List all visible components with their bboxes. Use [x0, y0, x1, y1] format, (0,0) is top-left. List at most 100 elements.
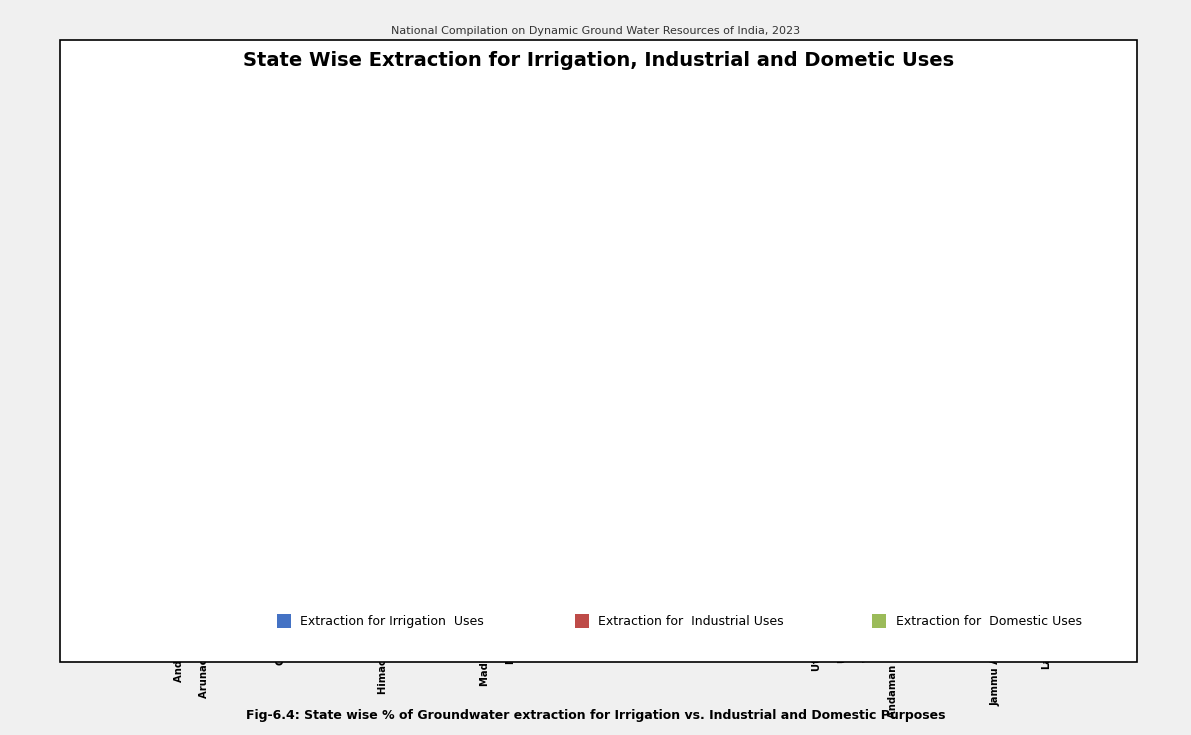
Bar [298, 92, 314, 368]
Text: National Compilation on Dynamic Ground Water Resources of India, 2023: National Compilation on Dynamic Ground W… [391, 26, 800, 36]
Bar [1064, 289, 1080, 584]
Bar [604, 171, 621, 181]
Bar [757, 126, 774, 136]
Bar [655, 92, 672, 136]
Bar [324, 92, 341, 121]
Bar [170, 92, 187, 146]
Bar [885, 579, 902, 584]
Bar [375, 329, 391, 584]
Bar [197, 92, 213, 333]
Bar [860, 92, 875, 161]
Bar [298, 368, 314, 397]
Bar [349, 136, 366, 584]
Bar [170, 156, 187, 584]
Bar [298, 397, 314, 584]
Bar [987, 579, 1004, 584]
Bar [273, 156, 289, 166]
Bar [834, 92, 850, 166]
Bar [604, 92, 621, 171]
Bar [247, 92, 263, 205]
Bar [273, 92, 289, 156]
Bar [604, 181, 621, 584]
Bar [197, 338, 213, 584]
Bar [782, 446, 799, 584]
Bar [630, 92, 647, 101]
Bar [503, 126, 519, 132]
Bar [860, 166, 875, 584]
Bar [706, 215, 723, 584]
Bar [400, 265, 417, 323]
Bar [1012, 575, 1029, 579]
Bar [809, 161, 825, 166]
Bar [324, 121, 341, 126]
Bar [961, 437, 978, 462]
Bar [1037, 575, 1054, 579]
Bar [222, 92, 238, 190]
Bar [910, 462, 927, 510]
Bar [910, 92, 927, 462]
Bar [451, 92, 468, 378]
Bar [247, 215, 263, 584]
Text: Extraction for  Industrial Uses: Extraction for Industrial Uses [598, 614, 784, 628]
Bar [731, 151, 748, 176]
Bar [273, 166, 289, 584]
Bar [375, 92, 391, 254]
Bar [961, 92, 978, 437]
Text: State Wise Extraction for Irrigation, Industrial and Dometic Uses: State Wise Extraction for Irrigation, In… [243, 51, 954, 71]
Bar [1064, 279, 1080, 289]
Bar [579, 92, 596, 530]
Bar [528, 92, 544, 353]
Bar [681, 107, 698, 116]
Bar [885, 92, 902, 392]
Bar [503, 132, 519, 584]
Bar [349, 92, 366, 116]
Bar [885, 392, 902, 579]
Bar [987, 92, 1004, 570]
Bar [222, 190, 238, 584]
Bar [961, 462, 978, 584]
Bar [476, 136, 493, 584]
Text: Fig-6.4: State wise % of Groundwater extraction for Irrigation vs. Industrial an: Fig-6.4: State wise % of Groundwater ext… [245, 709, 946, 722]
Bar [425, 136, 442, 584]
Bar [170, 146, 187, 156]
Bar [936, 92, 953, 126]
Bar [1012, 579, 1029, 584]
Bar [400, 323, 417, 584]
Bar [503, 92, 519, 126]
Bar [681, 116, 698, 584]
Bar [706, 210, 723, 215]
Bar [731, 176, 748, 584]
Bar [1064, 92, 1080, 279]
Bar [706, 92, 723, 210]
Bar [630, 101, 647, 107]
Bar [553, 412, 569, 417]
Bar [834, 166, 850, 240]
Bar [476, 92, 493, 132]
Bar [809, 92, 825, 161]
Bar [1012, 92, 1029, 575]
Bar [809, 166, 825, 584]
Bar [834, 240, 850, 584]
Bar [528, 358, 544, 584]
Bar [476, 132, 493, 136]
Bar [731, 92, 748, 151]
Bar [860, 161, 875, 166]
Bar [782, 92, 799, 442]
Bar [553, 417, 569, 584]
Bar [757, 136, 774, 584]
Bar [1037, 579, 1054, 584]
Bar [553, 92, 569, 412]
Bar [630, 107, 647, 584]
Bar [400, 92, 417, 265]
Bar [324, 126, 341, 584]
Bar [987, 570, 1004, 579]
Bar [197, 333, 213, 338]
Bar [655, 136, 672, 156]
Bar [579, 530, 596, 535]
Bar [655, 156, 672, 584]
Bar [451, 378, 468, 584]
Bar [757, 92, 774, 126]
Bar [349, 117, 366, 136]
Bar [375, 254, 391, 329]
Bar [579, 535, 596, 584]
